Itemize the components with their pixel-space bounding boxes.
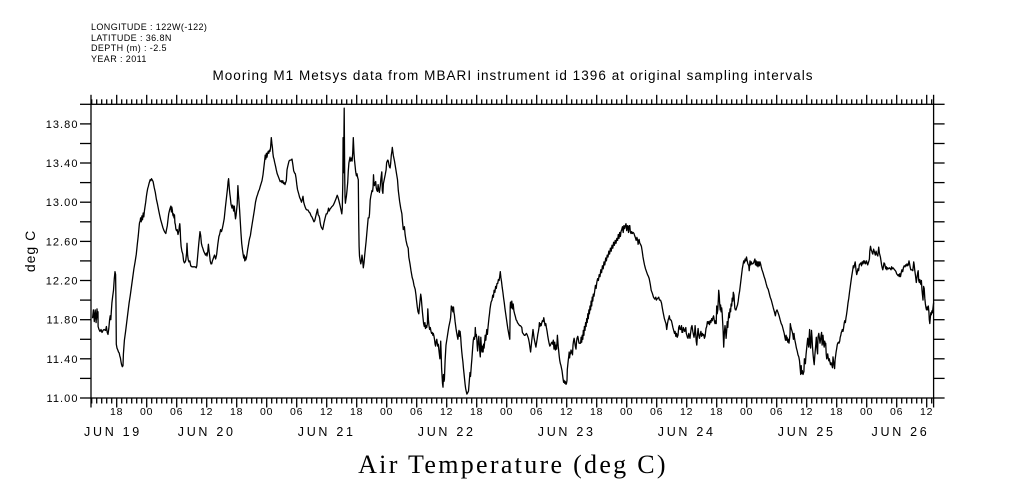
- svg-text:JUN 26: JUN 26: [872, 425, 930, 439]
- svg-text:11.00: 11.00: [47, 393, 79, 405]
- svg-text:06: 06: [170, 406, 183, 418]
- svg-text:12.60: 12.60: [46, 236, 79, 248]
- svg-text:JUN 24: JUN 24: [658, 425, 716, 439]
- svg-text:18: 18: [470, 406, 483, 418]
- svg-text:13.00: 13.00: [46, 197, 79, 209]
- svg-text:JUN 21: JUN 21: [298, 425, 356, 439]
- svg-text:00: 00: [380, 406, 393, 418]
- svg-text:18: 18: [590, 406, 603, 418]
- svg-text:JUN 22: JUN 22: [418, 425, 476, 439]
- svg-text:11.40: 11.40: [47, 354, 79, 366]
- svg-text:06: 06: [890, 406, 903, 418]
- svg-text:JUN 23: JUN 23: [538, 425, 596, 439]
- svg-text:12: 12: [920, 406, 933, 418]
- svg-text:06: 06: [650, 406, 663, 418]
- svg-text:18: 18: [710, 406, 723, 418]
- svg-text:12: 12: [680, 406, 693, 418]
- svg-text:06: 06: [530, 406, 543, 418]
- svg-text:18: 18: [230, 406, 243, 418]
- svg-text:06: 06: [410, 406, 423, 418]
- svg-text:00: 00: [740, 406, 753, 418]
- svg-text:06: 06: [290, 406, 303, 418]
- svg-text:00: 00: [860, 406, 873, 418]
- svg-text:00: 00: [500, 406, 513, 418]
- svg-text:JUN 25: JUN 25: [778, 425, 836, 439]
- svg-text:12: 12: [320, 406, 333, 418]
- svg-text:12: 12: [440, 406, 453, 418]
- svg-text:00: 00: [140, 406, 153, 418]
- svg-text:00: 00: [260, 406, 273, 418]
- svg-text:JUN 20: JUN 20: [178, 425, 236, 439]
- svg-text:12.20: 12.20: [46, 276, 79, 288]
- svg-text:12: 12: [200, 406, 213, 418]
- svg-text:13.40: 13.40: [46, 158, 79, 170]
- svg-text:18: 18: [830, 406, 843, 418]
- svg-text:00: 00: [620, 406, 633, 418]
- svg-text:06: 06: [770, 406, 783, 418]
- svg-text:18: 18: [110, 406, 123, 418]
- svg-text:12: 12: [560, 406, 573, 418]
- svg-text:18: 18: [350, 406, 363, 418]
- svg-text:13.80: 13.80: [46, 119, 79, 131]
- svg-text:11.80: 11.80: [47, 315, 79, 327]
- svg-text:JUN 19: JUN 19: [84, 425, 142, 439]
- svg-text:12: 12: [800, 406, 813, 418]
